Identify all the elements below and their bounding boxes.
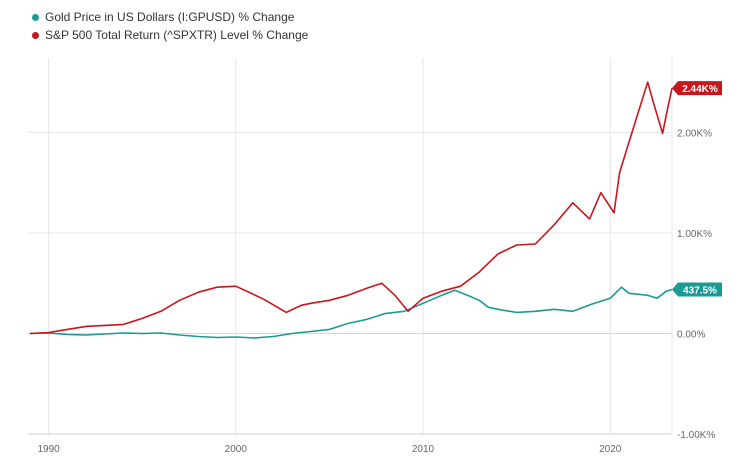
series-line-spx <box>29 81 673 335</box>
legend-dot-spx <box>32 31 39 39</box>
legend-label-spx: S&P 500 Total Return (^SPXTR) Level % Ch… <box>45 28 309 42</box>
y-tick-label: 1.00K% <box>677 229 712 240</box>
legend-dot-gold <box>32 13 39 21</box>
end-label-spx: 2.44K% <box>672 81 722 96</box>
legend: Gold Price in US Dollars (I:GPUSD) % Cha… <box>32 8 308 44</box>
end-label-bg <box>672 282 722 297</box>
x-tick-label: 2010 <box>412 444 435 455</box>
end-label-bg <box>672 81 722 96</box>
series-line-gold <box>29 286 673 339</box>
y-tick-label: -1.00K% <box>677 430 715 441</box>
x-tick-label: 2000 <box>225 444 248 455</box>
end-label-text: 2.44K% <box>682 84 718 95</box>
legend-item-gold[interactable]: Gold Price in US Dollars (I:GPUSD) % Cha… <box>32 8 308 26</box>
x-tick-label: 2020 <box>599 444 622 455</box>
legend-item-spx[interactable]: S&P 500 Total Return (^SPXTR) Level % Ch… <box>32 26 308 44</box>
end-label-gold: 437.5% <box>672 282 722 297</box>
y-tick-label: 2.00K% <box>677 128 712 139</box>
end-label-text: 437.5% <box>683 285 717 296</box>
y-tick-label: 0.00% <box>677 329 705 340</box>
x-tick-label: 1990 <box>37 444 60 455</box>
legend-label-gold: Gold Price in US Dollars (I:GPUSD) % Cha… <box>45 10 295 24</box>
